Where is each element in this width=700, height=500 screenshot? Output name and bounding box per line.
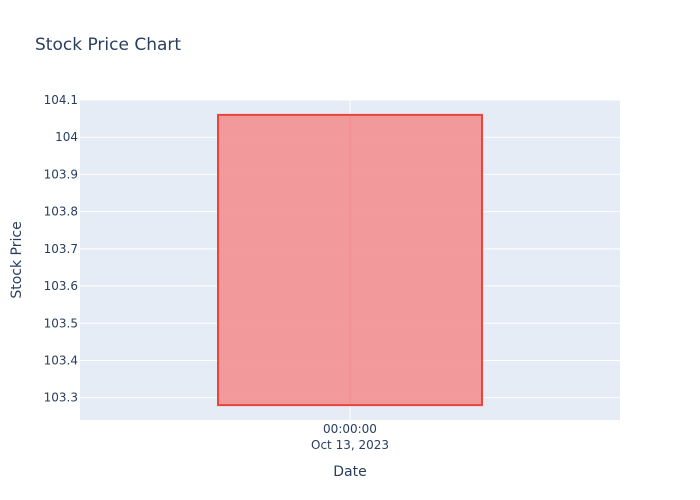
y-tick-label-2: 103.5 (44, 316, 78, 330)
y-tick-label-7: 104 (55, 130, 78, 144)
y-axis-title: Stock Price (9, 221, 25, 298)
x-tick-label-time: 00:00:00 (323, 422, 377, 436)
y-tick-label-0: 103.3 (44, 391, 78, 405)
candles-group (217, 113, 483, 407)
x-axis-title: Date (333, 464, 366, 480)
y-tick-label-3: 103.6 (44, 279, 78, 293)
y-tick-label-8: 104.1 (44, 93, 78, 107)
y-axis-ticks: 103.3 103.4 103.5 103.6 103.7 103.8 103.9 104 10… (44, 93, 78, 405)
y-tick-label-5: 103.8 (44, 205, 78, 219)
y-tick-label-4: 103.7 (44, 242, 78, 256)
x-tick-label-date: Oct 13, 2023 (311, 438, 389, 452)
y-tick-label-1: 103.4 (44, 353, 78, 367)
chart-title: Stock Price Chart (35, 35, 181, 55)
candle-body-0[interactable] (217, 113, 483, 407)
y-tick-label-6: 103.9 (44, 167, 78, 181)
